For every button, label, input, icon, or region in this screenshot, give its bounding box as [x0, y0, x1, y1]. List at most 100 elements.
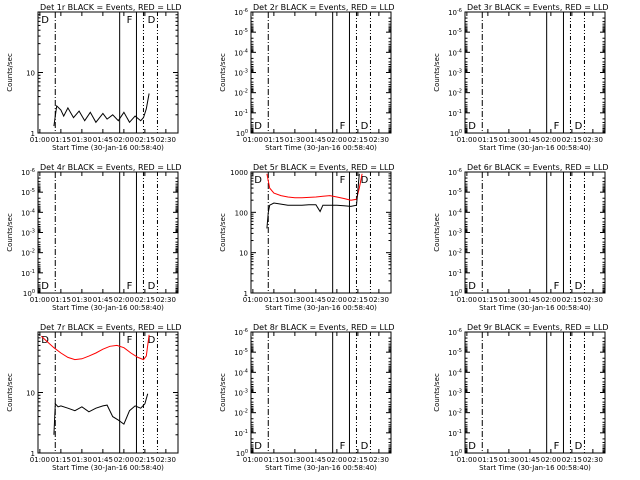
x-axis-label: Start Time (30-Jan-16 00:58:40)	[265, 144, 377, 152]
x-tick-label: 02:30	[369, 136, 389, 144]
x-tick-label: 01:45	[93, 136, 113, 144]
event-marker-label: D	[41, 281, 49, 292]
y-tick-label: 10-5	[448, 28, 462, 37]
y-tick-label: 100	[235, 209, 248, 217]
x-tick-label: 02:00	[114, 456, 134, 464]
panel-det-5r: Det 5r BLACK = Events, RED = LLD 01:00 01:…	[219, 163, 395, 312]
y-axis-label: Counts/sec	[219, 53, 227, 92]
event-marker-label: D	[468, 121, 476, 132]
x-tick-label: 02:15	[562, 136, 582, 144]
x-tick-label: 01:30	[72, 296, 92, 304]
x-tick-label: 01:00	[457, 296, 477, 304]
y-tick-label: 10-5	[234, 28, 248, 37]
y-tick-label: 10-2	[234, 409, 248, 418]
y-tick-label: 100	[450, 129, 462, 138]
y-tick-label: 10-5	[448, 188, 462, 197]
x-tick-label: 01:45	[93, 296, 113, 304]
x-tick-label: 02:00	[541, 456, 561, 464]
y-tick-label: 10-1	[448, 429, 462, 438]
x-tick-label: 01:45	[306, 456, 326, 464]
panel-title: Det 7r BLACK = Events, RED = LLD	[40, 323, 182, 332]
event-marker-label: F	[554, 441, 560, 452]
y-tick-label: 10-6	[21, 168, 35, 177]
event-marker-label: F	[127, 15, 133, 26]
x-axis-label: Start Time (30-Jan-16 00:58:40)	[265, 464, 377, 472]
x-tick-label: 01:00	[30, 456, 50, 464]
x-tick-label: 01:30	[499, 136, 519, 144]
x-axis-label: Start Time (30-Jan-16 00:58:40)	[52, 464, 164, 472]
y-tick-label: 1	[244, 290, 248, 298]
x-tick-label: 02:15	[562, 296, 582, 304]
y-tick-label: 10-4	[21, 208, 35, 217]
x-tick-label: 01:00	[243, 296, 263, 304]
y-tick-label: 10-4	[448, 48, 462, 57]
y-tick-label: 10-3	[448, 229, 462, 238]
y-tick-label: 10-6	[448, 8, 462, 17]
y-tick-label: 10	[26, 390, 35, 398]
panel-title: Det 1r BLACK = Events, RED = LLD	[40, 3, 182, 12]
y-tick-label: 10-2	[234, 89, 248, 98]
x-tick-label: 01:15	[51, 456, 71, 464]
panel-det-6r: Det 6r BLACK = Events, RED = LLD 01:00 01:…	[433, 163, 609, 312]
x-tick-label: 01:15	[478, 456, 498, 464]
event-marker-label: F	[554, 121, 560, 132]
x-tick-label: 01:45	[520, 456, 540, 464]
panel-title: Det 6r BLACK = Events, RED = LLD	[467, 163, 609, 172]
x-tick-label: 02:30	[369, 296, 389, 304]
x-tick-label: 02:00	[541, 296, 561, 304]
y-tick-label: 10-1	[234, 109, 248, 118]
y-tick-label: 100	[236, 449, 248, 458]
event-marker-label: D	[575, 441, 583, 452]
series-events-line	[53, 93, 150, 127]
event-marker-label: D	[254, 175, 262, 186]
event-marker-label: F	[340, 121, 346, 132]
y-axis-label: Counts/sec	[219, 373, 227, 412]
y-tick-label: 10-6	[234, 328, 248, 337]
x-tick-label: 02:00	[327, 456, 347, 464]
x-tick-label: 01:30	[499, 456, 519, 464]
y-tick-label: 100	[450, 289, 462, 298]
x-tick-label: 02:15	[348, 136, 368, 144]
x-tick-label: 01:30	[285, 456, 305, 464]
x-tick-label: 02:30	[583, 456, 603, 464]
x-axis-label: Start Time (30-Jan-16 00:58:40)	[52, 304, 164, 312]
y-tick-label: 100	[450, 449, 462, 458]
y-tick-label: 10-3	[21, 229, 35, 238]
y-tick-label: 1	[31, 450, 35, 458]
event-marker-label: D	[575, 281, 583, 292]
x-tick-label: 01:45	[306, 296, 326, 304]
x-tick-label: 01:45	[520, 296, 540, 304]
y-tick-label: 10	[26, 70, 35, 78]
series-lld-line	[40, 334, 150, 361]
panel-title: Det 5r BLACK = Events, RED = LLD	[253, 163, 395, 172]
x-tick-label: 01:45	[520, 136, 540, 144]
y-tick-label: 10-4	[448, 368, 462, 377]
y-axis-label: Counts/sec	[433, 213, 441, 252]
x-tick-label: 01:45	[93, 456, 113, 464]
y-tick-label: 10-1	[448, 269, 462, 278]
y-tick-label: 10-3	[234, 389, 248, 398]
y-tick-label: 1	[31, 130, 35, 138]
x-tick-label: 01:00	[30, 296, 50, 304]
x-tick-label: 01:30	[499, 296, 519, 304]
x-tick-label: 01:15	[264, 456, 284, 464]
x-tick-label: 01:00	[457, 136, 477, 144]
x-tick-label: 02:15	[135, 456, 155, 464]
x-tick-label: 02:15	[348, 296, 368, 304]
x-tick-label: 02:00	[327, 136, 347, 144]
x-axis-label: Start Time (30-Jan-16 00:58:40)	[265, 304, 377, 312]
x-tick-label: 01:30	[285, 296, 305, 304]
x-tick-label: 02:30	[156, 136, 176, 144]
series-events-line	[53, 393, 149, 435]
y-axis-label: Counts/sec	[219, 213, 227, 252]
y-tick-label: 10	[239, 250, 248, 258]
x-tick-label: 01:00	[243, 456, 263, 464]
y-tick-label: 10-1	[448, 109, 462, 118]
x-axis-label: Start Time (30-Jan-16 00:58:40)	[479, 304, 591, 312]
y-axis-label: Counts/sec	[433, 373, 441, 412]
